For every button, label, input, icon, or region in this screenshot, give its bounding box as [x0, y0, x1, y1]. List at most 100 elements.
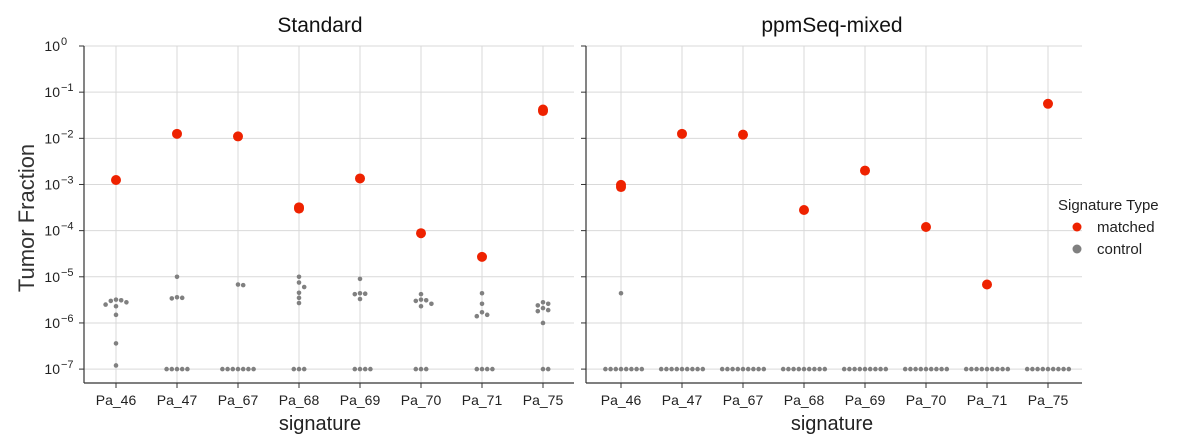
control-point-standard: [490, 366, 495, 372]
x-tick-label-pa-75: Pa_75: [1028, 392, 1069, 408]
control-point-standard: [535, 303, 541, 308]
control-point-ppmseq-mixed: [658, 366, 664, 372]
control-point-standard: [540, 300, 546, 305]
control-point-ppmseq-mixed: [608, 366, 613, 372]
control-point-standard: [225, 366, 230, 372]
control-point-ppmseq-mixed: [796, 366, 802, 372]
control-point-ppmseq-mixed: [878, 366, 883, 372]
control-point-ppmseq-mixed: [908, 366, 913, 372]
control-point-standard: [235, 366, 241, 372]
matched-point-standard: [233, 131, 243, 142]
control-point-standard: [113, 341, 119, 346]
control-point-standard: [352, 366, 358, 372]
control-point-ppmseq-mixed: [623, 366, 629, 372]
x-tick-label-pa-69: Pa_69: [340, 392, 381, 408]
control-point-standard: [164, 366, 169, 372]
control-point-ppmseq-mixed: [639, 366, 645, 372]
control-point-standard: [301, 284, 307, 290]
control-point-ppmseq-mixed: [780, 366, 786, 372]
matched-point-ppmseq-mixed: [860, 165, 870, 176]
control-point-standard: [479, 301, 485, 307]
control-point-ppmseq-mixed: [822, 366, 828, 372]
control-point-standard: [479, 310, 485, 315]
control-point-ppmseq-mixed: [974, 366, 979, 372]
control-point-ppmseq-mixed: [1000, 366, 1005, 372]
control-point-standard: [296, 280, 302, 285]
control-point-standard: [179, 366, 185, 372]
control-point-ppmseq-mixed: [1005, 366, 1011, 372]
legend-label-matched: matched: [1097, 219, 1155, 236]
control-point-standard: [362, 366, 368, 372]
control-point-ppmseq-mixed: [745, 366, 751, 372]
control-point-standard: [179, 295, 185, 301]
control-point-standard: [113, 297, 119, 302]
control-point-standard: [174, 274, 180, 280]
control-point-standard: [429, 301, 434, 307]
control-point-ppmseq-mixed: [684, 366, 690, 372]
control-point-standard: [368, 366, 373, 372]
matched-point-ppmseq-mixed: [1043, 98, 1053, 109]
y-tick-exponent: −6: [61, 313, 74, 325]
control-point-ppmseq-mixed: [674, 366, 680, 372]
control-point-ppmseq-mixed: [618, 290, 624, 296]
matched-point-ppmseq-mixed: [677, 128, 687, 139]
control-point-standard: [484, 312, 490, 318]
control-point-ppmseq-mixed: [883, 366, 889, 372]
matched-point-standard: [416, 228, 426, 239]
control-point-standard: [230, 366, 236, 372]
control-point-ppmseq-mixed: [939, 366, 944, 372]
control-point-standard: [108, 298, 114, 304]
control-point-standard: [423, 366, 429, 372]
control-point-ppmseq-mixed: [873, 366, 878, 372]
control-point-ppmseq-mixed: [841, 366, 847, 372]
matched-point-ppmseq-mixed: [616, 182, 626, 193]
control-point-standard: [484, 366, 490, 372]
y-tick-exponent: 0: [61, 36, 67, 48]
control-point-standard: [474, 366, 480, 372]
control-point-ppmseq-mixed: [918, 366, 924, 372]
control-point-standard: [174, 294, 180, 300]
matched-point-standard: [355, 173, 365, 184]
control-point-ppmseq-mixed: [812, 366, 817, 372]
control-point-standard: [240, 282, 246, 288]
control-point-standard: [296, 366, 302, 372]
control-point-ppmseq-mixed: [1050, 366, 1056, 372]
control-point-standard: [545, 307, 551, 313]
matched-point-standard: [111, 175, 121, 186]
control-point-standard: [169, 366, 175, 372]
control-point-ppmseq-mixed: [730, 366, 735, 372]
control-point-ppmseq-mixed: [857, 366, 863, 372]
control-point-standard: [545, 301, 551, 307]
control-point-ppmseq-mixed: [1061, 366, 1066, 372]
x-tick-label-pa-69: Pa_69: [845, 392, 886, 408]
control-point-standard: [251, 366, 256, 372]
control-point-ppmseq-mixed: [690, 366, 695, 372]
x-tick-label-pa-70: Pa_70: [401, 392, 442, 408]
matched-point-ppmseq-mixed: [799, 204, 809, 215]
control-point-standard: [540, 320, 546, 326]
control-point-standard: [357, 366, 363, 372]
control-point-standard: [413, 366, 419, 372]
control-point-standard: [479, 290, 485, 296]
control-point-standard: [418, 303, 424, 309]
x-tick-label-pa-46: Pa_46: [96, 392, 137, 408]
legend-marker-matched: [1072, 222, 1082, 232]
control-point-ppmseq-mixed: [613, 366, 619, 372]
control-point-standard: [113, 303, 119, 309]
x-tick-label-pa-70: Pa_70: [906, 392, 947, 408]
control-point-standard: [291, 366, 297, 372]
matched-point-standard: [294, 203, 304, 214]
y-tick-label: 10: [44, 315, 60, 331]
legend-title: Signature Type: [1058, 197, 1159, 214]
y-tick-exponent: −7: [61, 359, 74, 371]
control-point-ppmseq-mixed: [928, 366, 934, 372]
control-point-ppmseq-mixed: [995, 366, 1000, 372]
y-tick-label: 10: [44, 176, 60, 192]
control-point-ppmseq-mixed: [923, 366, 929, 372]
control-point-standard: [235, 282, 241, 287]
control-point-standard: [545, 366, 551, 372]
control-point-standard: [479, 366, 485, 372]
control-point-standard: [418, 291, 424, 297]
